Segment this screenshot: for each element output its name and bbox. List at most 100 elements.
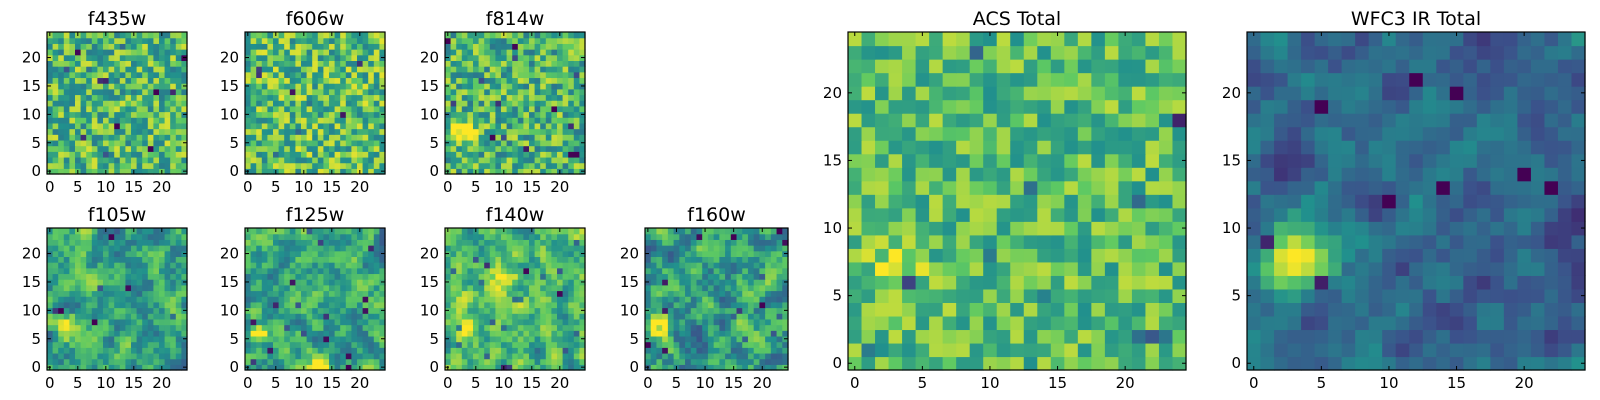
heatmap-cell (915, 356, 930, 371)
heatmap-cell (656, 324, 663, 331)
heatmap-cell (730, 239, 738, 246)
heatmap-cell (450, 32, 457, 39)
heatmap-cell (942, 342, 957, 358)
heatmap-cell (351, 290, 358, 297)
heatmap-cell (725, 324, 732, 331)
heatmap-cell (345, 364, 352, 371)
heatmap-cell (379, 105, 386, 113)
heatmap-cell (340, 139, 347, 147)
heatmap-cell (562, 290, 569, 297)
heatmap-cell (75, 43, 82, 50)
heatmap-cell (489, 128, 496, 135)
heatmap-cell (373, 352, 380, 360)
heatmap-cell (250, 313, 257, 320)
heatmap-cell (506, 341, 513, 348)
heatmap-cell (656, 233, 663, 240)
heatmap-cell (450, 105, 457, 113)
heatmap-cell (736, 256, 743, 263)
heatmap-cell (69, 324, 76, 331)
heatmap-cell (1037, 302, 1052, 317)
heatmap-cell (306, 301, 313, 309)
heatmap-cell (267, 330, 274, 337)
heatmap-cell (47, 134, 54, 141)
heatmap-cell (170, 364, 177, 371)
heatmap-cell (131, 267, 138, 275)
heatmap-cell (164, 156, 171, 164)
heatmap-cell (86, 54, 93, 61)
heatmap-cell (362, 352, 369, 360)
heatmap-cell (1145, 356, 1160, 371)
heatmap-cell (357, 301, 364, 309)
heatmap-cell (69, 296, 76, 303)
heatmap-cell (725, 301, 732, 309)
heatmap-cell (170, 250, 177, 257)
heatmap-cell (114, 151, 121, 158)
heatmap-cell (467, 233, 474, 240)
heatmap-cell (75, 296, 82, 303)
heatmap-cell (495, 313, 502, 320)
heatmap-cell (47, 122, 54, 130)
heatmap-cell (529, 279, 536, 286)
heatmap-cell (181, 49, 188, 56)
heatmap-cell (456, 122, 463, 130)
heatmap-cell (245, 245, 252, 252)
heatmap-cell (119, 54, 126, 61)
heatmap-cell (278, 279, 285, 286)
heatmap-cell (284, 324, 291, 331)
heatmap-cell (351, 156, 358, 164)
heatmap-cell (696, 335, 703, 343)
heatmap-cell (517, 134, 524, 141)
heatmap-cell (551, 318, 558, 326)
heatmap-cell (295, 256, 302, 263)
heatmap-cell (136, 262, 143, 269)
heatmap-cell (517, 307, 524, 314)
heatmap-cell (175, 151, 182, 158)
heatmap-cell (301, 105, 308, 113)
heatmap-cell (362, 168, 369, 175)
heatmap-cell (97, 145, 104, 152)
heatmap-cell (295, 307, 302, 314)
heatmap-cell (534, 330, 541, 337)
heatmap-cell (153, 117, 160, 124)
heatmap-cell (86, 296, 93, 303)
heatmap-cell (334, 273, 341, 280)
heatmap-cell (103, 162, 110, 169)
heatmap-cell (534, 267, 541, 275)
heatmap-cell (261, 233, 268, 240)
heatmap-cell (545, 290, 552, 297)
heatmap-cell (501, 151, 508, 158)
heatmap-cell (153, 256, 160, 263)
heatmap-cell (445, 37, 452, 44)
heatmap-cell (551, 313, 558, 320)
heatmap-cell (267, 60, 274, 67)
heatmap-cell (175, 162, 182, 169)
heatmap-cell (368, 335, 375, 343)
heatmap-cell (696, 250, 703, 257)
heatmap-cell (340, 262, 347, 269)
heatmap-cell (484, 228, 491, 235)
heatmap-cell (278, 139, 285, 147)
heatmap-cell (545, 239, 552, 246)
heatmap-cell (295, 347, 302, 354)
heatmap-cell (484, 233, 491, 240)
heatmap-cell (545, 233, 552, 240)
heatmap-cell (114, 296, 121, 303)
heatmap-cell (147, 347, 154, 354)
heatmap-cell (108, 117, 115, 124)
y-tick-label: 0 (31, 162, 41, 180)
heatmap-cell (713, 313, 720, 320)
heatmap-cell (267, 318, 274, 326)
heatmap-cell (245, 134, 252, 141)
heatmap-cell (445, 162, 452, 169)
heatmap-cell (345, 330, 352, 337)
heatmap-cell (1145, 194, 1160, 209)
heatmap-cell (278, 60, 285, 67)
heatmap-cell (334, 313, 341, 320)
heatmap-cell (164, 88, 171, 96)
heatmap-cell (467, 37, 474, 44)
heatmap-cell (323, 100, 330, 107)
heatmap-cell (323, 162, 330, 169)
heatmap-cell (52, 122, 59, 130)
heatmap-cell (250, 279, 257, 286)
heatmap-cell (58, 335, 65, 343)
